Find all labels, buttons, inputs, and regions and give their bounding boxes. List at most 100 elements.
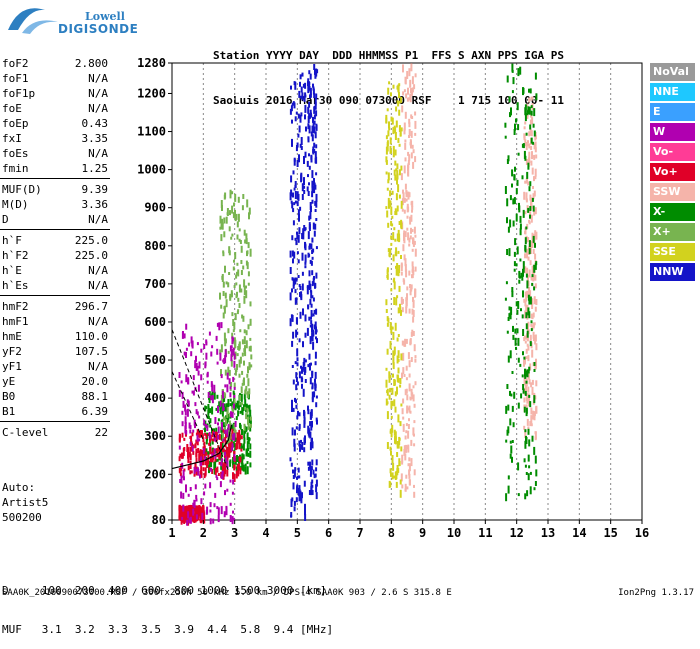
data-point [400, 446, 403, 452]
param-name: h`F2 [2, 249, 29, 262]
data-point [302, 362, 305, 370]
data-point [298, 423, 301, 429]
data-point [203, 473, 206, 479]
data-point [290, 499, 293, 507]
data-point [313, 120, 316, 125]
data-point [295, 329, 298, 338]
data-point [213, 384, 216, 393]
data-point [300, 137, 303, 145]
data-point [313, 276, 315, 280]
muf-table-distance-row: D 100 200 400 600 800 1000 1500 3000 [km… [2, 584, 327, 597]
data-point [295, 240, 298, 246]
data-point [309, 365, 311, 371]
data-point [395, 247, 398, 256]
data-point [308, 153, 310, 157]
data-point [311, 191, 314, 198]
data-point [214, 417, 217, 424]
data-point [401, 198, 404, 206]
data-point [217, 418, 220, 422]
data-point [523, 387, 526, 395]
data-point [408, 154, 411, 162]
y-tick-label: 80 [152, 513, 166, 527]
data-point [205, 460, 208, 467]
data-point [221, 205, 223, 211]
data-point [189, 461, 192, 469]
data-point [248, 346, 251, 352]
data-point [535, 93, 538, 101]
data-point [389, 322, 392, 330]
data-point [200, 465, 203, 474]
data-point [182, 469, 185, 478]
data-point [235, 470, 238, 479]
data-point [238, 359, 241, 368]
data-point [513, 174, 516, 181]
data-point [526, 343, 529, 347]
data-point [240, 435, 243, 440]
param-separator [0, 178, 110, 179]
data-point [313, 64, 316, 70]
data-point [196, 509, 199, 515]
param-value: 3.35 [81, 132, 109, 145]
data-point [235, 416, 238, 421]
data-point [289, 318, 292, 327]
data-point [242, 454, 245, 460]
x-tick-label: 12 [509, 526, 523, 540]
data-point [402, 416, 405, 420]
param-row: foF1p N/A [0, 86, 110, 101]
data-point [512, 334, 515, 340]
data-point [296, 415, 299, 420]
data-point [315, 492, 318, 500]
x-tick-label: 4 [262, 526, 269, 540]
data-point [405, 338, 408, 344]
data-point [301, 383, 303, 389]
data-point [396, 337, 399, 342]
data-point [397, 229, 400, 234]
plot-frame [171, 62, 643, 521]
data-point [407, 352, 410, 360]
data-point [406, 405, 409, 414]
data-point [209, 408, 212, 414]
data-point [391, 400, 394, 406]
data-point [309, 94, 311, 99]
data-point [243, 404, 245, 409]
auto-version: 500200 [2, 511, 42, 524]
data-point [385, 206, 388, 210]
header-row-labels: Station YYYY DAY DDD HHMMSS P1 FFS S AXN… [213, 49, 564, 62]
data-point [235, 457, 238, 462]
legend-item-ssw: SSW [650, 183, 695, 201]
data-point [310, 362, 312, 366]
param-value: 2.800 [74, 57, 108, 70]
data-point [243, 229, 246, 236]
data-point [203, 344, 206, 349]
data-point [525, 159, 528, 165]
data-point [301, 366, 303, 374]
data-point [293, 187, 296, 191]
data-point [296, 145, 298, 148]
data-point [299, 206, 302, 211]
data-point [534, 431, 537, 440]
data-point [524, 104, 527, 111]
data-point [511, 456, 513, 463]
data-point [407, 232, 410, 241]
data-point [504, 135, 507, 139]
data-point [526, 304, 529, 310]
data-point [245, 233, 248, 242]
data-point [185, 515, 188, 523]
data-point [519, 66, 522, 75]
data-point [404, 77, 407, 85]
data-point [392, 145, 395, 154]
param-value: N/A [88, 147, 108, 160]
data-point [232, 319, 235, 326]
data-point [228, 226, 231, 232]
data-point [295, 147, 298, 152]
data-point [405, 474, 408, 479]
data-point [398, 194, 401, 199]
data-point [405, 93, 408, 99]
data-point [412, 296, 414, 302]
data-point [204, 361, 207, 367]
data-point [531, 379, 534, 385]
data-point [316, 338, 318, 344]
data-point [214, 461, 217, 469]
data-point [528, 397, 530, 402]
data-point [245, 428, 247, 432]
